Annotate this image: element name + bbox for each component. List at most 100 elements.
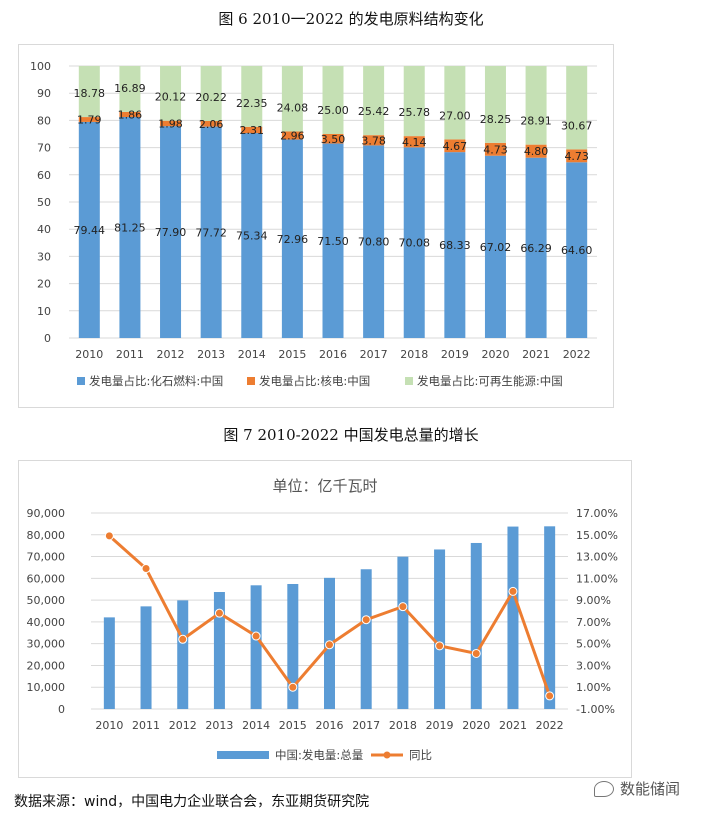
data-label-fossil: 66.29 xyxy=(520,242,552,255)
y-right-tick-label: 17.00% xyxy=(576,507,618,520)
y-tick-label: 50 xyxy=(37,196,51,209)
bar-nuclear xyxy=(322,134,344,144)
data-label-fossil: 77.90 xyxy=(155,226,187,239)
y-left-tick-label: 30,000 xyxy=(27,638,66,651)
x-tick-label: 2021 xyxy=(522,348,550,361)
data-label-nuclear: 1.98 xyxy=(158,117,183,130)
yoy-point xyxy=(398,602,408,612)
bar-nuclear xyxy=(363,135,385,146)
data-label-nuclear: 4.80 xyxy=(524,145,549,158)
data-label-renewable: 18.78 xyxy=(74,87,106,100)
bar-nuclear xyxy=(241,126,263,134)
x-tick-label: 2019 xyxy=(441,348,469,361)
yoy-point xyxy=(141,564,151,574)
watermark-text: 数能储闻 xyxy=(619,780,680,798)
bar-renewable xyxy=(525,66,547,145)
bar-total-generation xyxy=(434,549,446,709)
data-label-nuclear: 1.79 xyxy=(77,113,102,126)
x-tick-label: 2016 xyxy=(316,719,344,732)
bar-renewable xyxy=(403,66,425,137)
data-label-renewable: 25.78 xyxy=(398,106,430,119)
bar-renewable xyxy=(160,66,182,121)
data-label-renewable: 25.42 xyxy=(358,105,390,118)
figure2-caption: 图 7 2010-2022 中国发电总量的增长 xyxy=(223,426,479,444)
bar-nuclear xyxy=(281,131,303,140)
y-left-tick-label: 20,000 xyxy=(27,659,66,672)
bar-fossil xyxy=(119,117,141,338)
yoy-point xyxy=(325,640,334,650)
yoy-point xyxy=(214,608,224,618)
figure1-caption: 图 6 2010一2022 的发电原料结构变化 xyxy=(218,10,484,28)
y-left-tick-label: 40,000 xyxy=(27,616,66,629)
data-label-renewable: 20.22 xyxy=(195,91,227,104)
data-label-renewable: 25.00 xyxy=(317,104,349,117)
data-label-renewable: 28.25 xyxy=(480,113,512,126)
y-left-tick-label: 10,000 xyxy=(27,681,66,694)
y-left-tick-label: 70,000 xyxy=(27,551,66,564)
y-left-tick-label: 90,000 xyxy=(27,507,66,520)
yoy-point xyxy=(471,648,481,658)
x-tick-label: 2017 xyxy=(360,348,388,361)
combo-bar-line-chart: 单位：亿千瓦时 0 10,000 20,000 30,000 40,000 50,000 60… xyxy=(27,477,618,762)
bar-total-generation xyxy=(287,583,299,709)
bar-fossil xyxy=(525,157,547,338)
yoy-point xyxy=(251,631,261,641)
bar-total-generation xyxy=(213,592,225,709)
data-label-fossil: 70.80 xyxy=(358,236,390,249)
bar-renewable xyxy=(119,66,141,112)
data-label-fossil: 68.33 xyxy=(439,239,471,252)
legend-label-total: 中国:发电量:总量 xyxy=(275,748,363,762)
y-tick-label: 100 xyxy=(30,60,51,73)
bar-fossil xyxy=(281,139,303,338)
bar-nuclear xyxy=(200,120,222,127)
bar-fossil xyxy=(200,126,222,339)
legend-swatch-total xyxy=(217,751,269,759)
bar-fossil xyxy=(444,152,466,338)
bar-fossil xyxy=(241,133,263,338)
bar-fossil xyxy=(78,121,100,338)
legend-label-yoy: 同比 xyxy=(409,748,432,762)
bar-total-generation xyxy=(250,585,262,709)
bar-fossil xyxy=(484,155,506,338)
y-right-tick-label: 3.00% xyxy=(576,659,611,672)
x-tick-label: 2013 xyxy=(205,719,233,732)
data-label-nuclear: 2.96 xyxy=(280,130,305,143)
bar-total-generation xyxy=(177,600,189,709)
bar-total-generation xyxy=(360,569,372,709)
y-right-tick-label: -1.00% xyxy=(576,703,615,716)
y-tick-label: 20 xyxy=(37,278,51,291)
bar-nuclear xyxy=(119,111,141,117)
data-label-nuclear: 4.73 xyxy=(564,150,589,163)
y-left-tick-label: 0 xyxy=(58,703,65,716)
y-left-tick-label: 50,000 xyxy=(27,594,66,607)
x-tick-label: 2013 xyxy=(197,348,225,361)
legend-swatch-yoy-marker xyxy=(383,751,391,759)
chart2-panel: 单位：亿千瓦时 0 10,000 20,000 30,000 40,000 50,000 60… xyxy=(18,460,632,778)
data-label-fossil: 67.02 xyxy=(480,241,512,254)
y-left-tick-label: 60,000 xyxy=(27,572,66,585)
chat-bubble-icon xyxy=(593,780,614,797)
bar-renewable xyxy=(241,66,263,127)
bar-nuclear xyxy=(566,149,588,163)
yoy-point xyxy=(104,531,114,541)
bar-renewable xyxy=(363,66,385,136)
legend-swatch-renewable xyxy=(405,377,413,385)
y-tick-label: 0 xyxy=(44,332,51,345)
x-tick-label: 2021 xyxy=(499,719,527,732)
legend-swatch-nuclear xyxy=(247,377,255,385)
bar-renewable xyxy=(78,65,100,118)
bar-renewable xyxy=(566,66,588,150)
data-label-fossil: 81.25 xyxy=(114,222,146,235)
data-label-renewable: 16.89 xyxy=(114,82,146,95)
x-tick-label: 2010 xyxy=(95,719,123,732)
data-label-renewable: 24.08 xyxy=(277,101,309,114)
bar-fossil xyxy=(566,162,588,338)
y-tick-label: 80 xyxy=(37,114,51,127)
x-tick-label: 2010 xyxy=(75,348,103,361)
chart1-panel: 0 10 20 30 40 50 60 70 80 90 100 79.44 1.79 18.78 2010… xyxy=(18,44,614,408)
x-tick-label: 2020 xyxy=(462,719,490,732)
data-label-fossil: 79.44 xyxy=(74,224,106,237)
data-label-fossil: 75.34 xyxy=(236,230,268,243)
data-label-nuclear: 3.50 xyxy=(321,133,346,146)
y-right-tick-label: 9.00% xyxy=(576,594,611,607)
